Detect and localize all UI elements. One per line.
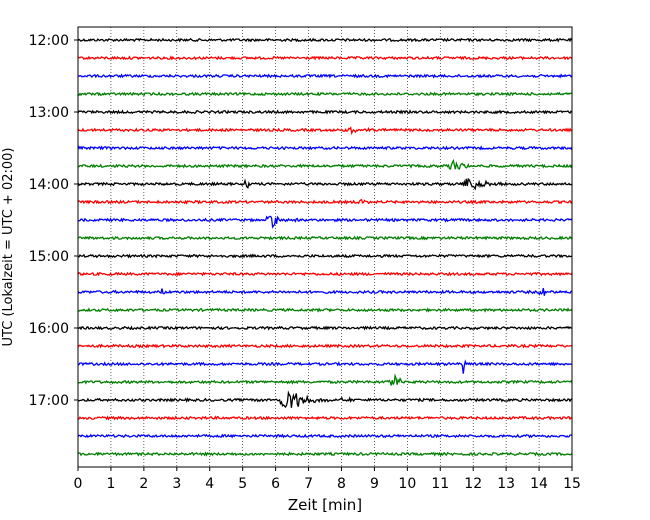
grid-lines bbox=[110, 27, 540, 467]
x-axis-ticks: 0 1 2 3 4 5 6 7 8 9 10 11 12 13 14 15 bbox=[74, 467, 581, 492]
y-axis-ticks: 12:00 13:00 14:00 15:00 16:00 17:00 bbox=[29, 33, 78, 409]
x-tick-label: 9 bbox=[370, 476, 379, 492]
trace-1330 bbox=[77, 145, 573, 151]
plot-frame bbox=[77, 26, 573, 468]
trace-1215 bbox=[77, 55, 573, 61]
trace-1730 bbox=[77, 433, 573, 439]
trace-1300 bbox=[77, 109, 573, 115]
x-tick-label: 2 bbox=[139, 476, 148, 492]
trace-group bbox=[77, 37, 573, 457]
trace-1715 bbox=[77, 415, 573, 421]
trace-1615 bbox=[77, 343, 573, 349]
x-tick-label: 13 bbox=[497, 476, 515, 492]
y-tick-label: 13:00 bbox=[29, 105, 69, 121]
x-tick-label: 8 bbox=[337, 476, 346, 492]
trace-1315 bbox=[77, 126, 573, 136]
x-tick-label: 11 bbox=[431, 476, 449, 492]
y-tick-label: 15:00 bbox=[29, 249, 69, 265]
x-tick-label: 10 bbox=[398, 476, 416, 492]
trace-1200 bbox=[77, 37, 573, 43]
x-tick-label: 15 bbox=[563, 476, 581, 492]
y-tick-label: 16:00 bbox=[29, 321, 69, 337]
y-tick-label: 12:00 bbox=[29, 33, 69, 49]
y-tick-label: 17:00 bbox=[29, 393, 69, 409]
trace-1515 bbox=[77, 271, 573, 277]
trace-1600 bbox=[77, 325, 573, 331]
trace-1445 bbox=[77, 235, 573, 241]
trace-1545 bbox=[77, 307, 573, 313]
x-tick-label: 4 bbox=[205, 476, 214, 492]
trace-1630 bbox=[77, 359, 572, 374]
x-tick-label: 5 bbox=[238, 476, 247, 492]
trace-1700 bbox=[77, 390, 573, 409]
trace-1430 bbox=[77, 215, 573, 229]
trace-1415 bbox=[77, 198, 573, 205]
trace-1500 bbox=[77, 253, 573, 259]
trace-1745 bbox=[77, 451, 573, 457]
trace-1530 bbox=[77, 287, 573, 296]
x-tick-label: 7 bbox=[304, 476, 313, 492]
x-tick-label: 6 bbox=[271, 476, 280, 492]
trace-1400 bbox=[77, 177, 573, 191]
x-tick-label: 14 bbox=[530, 476, 548, 492]
x-tick-label: 0 bbox=[74, 476, 83, 492]
x-tick-label: 12 bbox=[464, 476, 482, 492]
x-tick-label: 1 bbox=[106, 476, 115, 492]
x-axis-label: Zeit [min] bbox=[288, 496, 362, 514]
x-tick-label: 3 bbox=[172, 476, 181, 492]
trace-1230 bbox=[77, 73, 573, 79]
trace-1345 bbox=[77, 158, 573, 170]
trace-1645 bbox=[77, 373, 573, 386]
y-axis-label: UTC (Lokalzeit = UTC + 02:00) bbox=[1, 148, 16, 347]
trace-1245 bbox=[77, 91, 573, 97]
y-tick-label: 14:00 bbox=[29, 177, 69, 193]
